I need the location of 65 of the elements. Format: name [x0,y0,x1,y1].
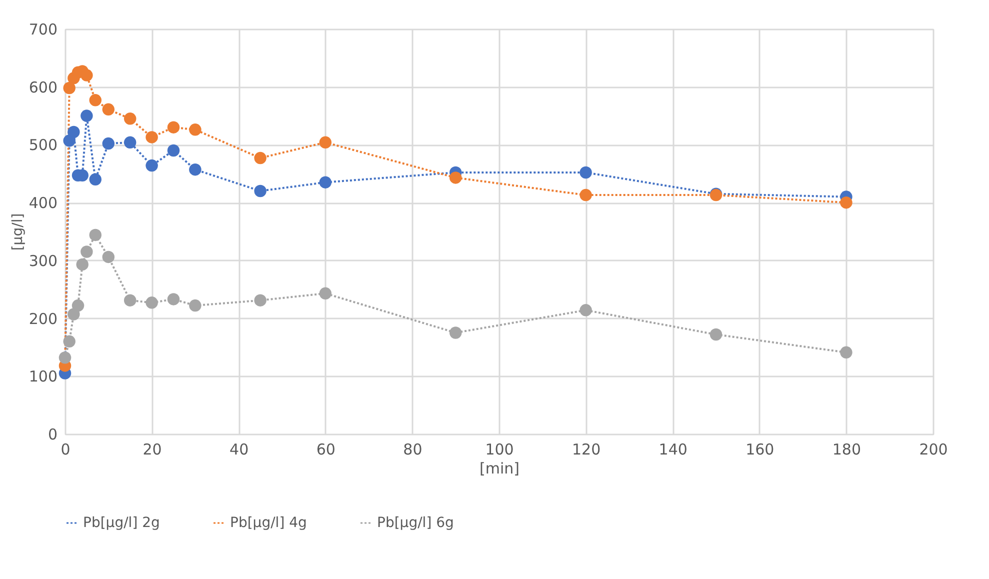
point [72,299,84,312]
point [58,352,72,364]
point [102,103,115,116]
point [319,287,332,300]
legend-label: Pb[µg/l] 4g [230,515,307,531]
point [167,144,180,157]
point [580,166,592,179]
point [89,94,102,106]
point [580,188,592,202]
y-tick-label: 700 [28,20,58,38]
point [840,196,852,209]
point [167,293,180,306]
legend-label: Pb[µg/l] 6g [377,515,454,531]
point [254,184,266,198]
point [146,159,158,172]
point [89,228,102,242]
legend-label: Pb[µg/l] 2g [83,515,160,531]
point [319,176,332,188]
point [63,82,76,94]
point [254,294,266,306]
y-axis-title: [µg/l] [10,213,26,251]
y-tick-label: 300 [28,252,58,270]
x-tick-label: 100 [485,440,514,458]
point [63,335,76,348]
point [710,328,722,341]
y-tick-label: 200 [28,310,58,328]
x-tick-label: 140 [658,440,688,458]
point [189,299,202,312]
x-tick-label: 20 [142,440,162,458]
x-tick-label: 0 [60,440,70,458]
point [580,304,592,316]
point [124,294,136,306]
x-axis-title: [min] [480,460,520,478]
x-tick-label: 60 [316,440,336,458]
y-tick-label: 0 [48,426,58,444]
point [80,69,93,82]
x-tick-label: 40 [230,440,249,458]
point [80,110,93,122]
point [319,136,332,149]
point [76,258,88,271]
point [80,246,93,258]
point [449,172,462,184]
point [102,250,115,264]
point [124,112,136,125]
point [146,296,158,309]
x-tick-label: 120 [572,440,601,458]
point [189,163,202,176]
point [840,346,852,359]
x-tick-label: 160 [746,440,774,458]
point [189,124,202,136]
y-tick-label: 100 [28,368,58,386]
x-tick-label: 180 [832,440,862,458]
x-tick-label: 200 [919,440,948,458]
point [89,173,102,186]
point [254,152,266,164]
point [68,126,80,138]
point [449,326,462,339]
point [102,137,115,150]
point [167,121,180,134]
x-tick-label: 80 [403,440,422,458]
y-tick-label: 400 [28,194,58,212]
point [146,131,158,144]
y-tick-label: 500 [28,136,58,154]
point [124,136,136,149]
y-tick-label: 600 [28,78,58,96]
